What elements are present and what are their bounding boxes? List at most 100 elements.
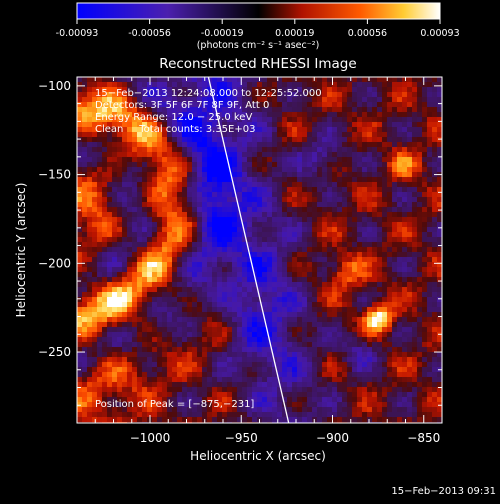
heatmap-cell: [202, 337, 207, 342]
heatmap-cell: [372, 187, 377, 192]
heatmap-cell: [392, 102, 397, 107]
heatmap-cell: [107, 337, 112, 342]
heatmap-cell: [172, 307, 177, 312]
heatmap-cell: [127, 302, 132, 307]
heatmap-cell: [102, 287, 107, 292]
heatmap-cell: [252, 182, 257, 187]
heatmap-cell: [347, 247, 352, 252]
heatmap-cell: [417, 412, 422, 417]
heatmap-cell: [147, 217, 152, 222]
heatmap-cell: [252, 337, 257, 342]
heatmap-cell: [357, 337, 362, 342]
heatmap-cell: [337, 212, 342, 217]
heatmap-cell: [177, 282, 182, 287]
heatmap-cell: [152, 287, 157, 292]
heatmap-cell: [287, 407, 292, 412]
heatmap-cell: [387, 187, 392, 192]
heatmap-cell: [397, 192, 402, 197]
heatmap-cell: [327, 262, 332, 267]
heatmap-cell: [142, 417, 147, 422]
heatmap-cell: [317, 272, 322, 277]
heatmap-cell: [272, 287, 277, 292]
heatmap-cell: [152, 352, 157, 357]
heatmap-cell: [192, 267, 197, 272]
heatmap-cell: [117, 332, 122, 337]
heatmap-cell: [182, 147, 187, 152]
heatmap-cell: [332, 372, 337, 377]
heatmap-cell: [392, 187, 397, 192]
heatmap-cell: [312, 82, 317, 87]
heatmap-cell: [157, 297, 162, 302]
heatmap-cell: [107, 262, 112, 267]
heatmap-cell: [362, 102, 367, 107]
heatmap-cell: [357, 402, 362, 407]
heatmap-cell: [147, 287, 152, 292]
heatmap-cell: [292, 382, 297, 387]
heatmap-cell: [372, 297, 377, 302]
heatmap-cell: [412, 342, 417, 347]
heatmap-cell: [107, 192, 112, 197]
heatmap-cell: [202, 272, 207, 277]
heatmap-cell: [147, 212, 152, 217]
heatmap-cell: [297, 82, 302, 87]
heatmap-cell: [212, 177, 217, 182]
heatmap-cell: [192, 352, 197, 357]
heatmap-cell: [352, 122, 357, 127]
heatmap-cell: [352, 407, 357, 412]
heatmap-cell: [187, 392, 192, 397]
heatmap-cell: [152, 212, 157, 217]
heatmap-cell: [292, 112, 297, 117]
heatmap-cell: [407, 187, 412, 192]
heatmap-cell: [107, 157, 112, 162]
heatmap-cell: [177, 262, 182, 267]
heatmap-cell: [242, 167, 247, 172]
heatmap-cell: [347, 267, 352, 272]
heatmap-cell: [372, 332, 377, 337]
heatmap-cell: [97, 162, 102, 167]
heatmap-cell: [317, 332, 322, 337]
heatmap-cell: [387, 327, 392, 332]
heatmap-cell: [127, 307, 132, 312]
heatmap-cell: [242, 147, 247, 152]
heatmap-cell: [172, 237, 177, 242]
heatmap-cell: [82, 97, 87, 102]
heatmap-cell: [187, 222, 192, 227]
heatmap-cell: [112, 157, 117, 162]
heatmap-cell: [382, 212, 387, 217]
heatmap-cell: [422, 272, 427, 277]
heatmap-cell: [107, 367, 112, 372]
heatmap-cell: [362, 392, 367, 397]
heatmap-cell: [232, 377, 237, 382]
heatmap-cell: [397, 347, 402, 352]
heatmap-cell: [122, 237, 127, 242]
heatmap-cell: [172, 242, 177, 247]
heatmap-cell: [322, 172, 327, 177]
heatmap-cell: [252, 212, 257, 217]
heatmap-cell: [167, 227, 172, 232]
heatmap-cell: [87, 217, 92, 222]
heatmap-cell: [252, 222, 257, 227]
heatmap-cell: [142, 232, 147, 237]
heatmap-cell: [147, 247, 152, 252]
heatmap-cell: [77, 347, 82, 352]
heatmap-cell: [127, 387, 132, 392]
heatmap-cell: [412, 362, 417, 367]
heatmap-cell: [372, 317, 377, 322]
heatmap-cell: [247, 232, 252, 237]
heatmap-cell: [157, 217, 162, 222]
heatmap-cell: [407, 347, 412, 352]
heatmap-cell: [77, 287, 82, 292]
heatmap-cell: [172, 247, 177, 252]
heatmap-cell: [177, 392, 182, 397]
heatmap-cell: [417, 372, 422, 377]
heatmap-cell: [417, 377, 422, 382]
heatmap-cell: [277, 342, 282, 347]
heatmap-cell: [257, 142, 262, 147]
heatmap-cell: [407, 132, 412, 137]
heatmap-cell: [127, 157, 132, 162]
heatmap-cell: [387, 297, 392, 302]
heatmap-cell: [337, 157, 342, 162]
heatmap-cell: [222, 317, 227, 322]
heatmap-cell: [107, 162, 112, 167]
heatmap-cell: [317, 312, 322, 317]
